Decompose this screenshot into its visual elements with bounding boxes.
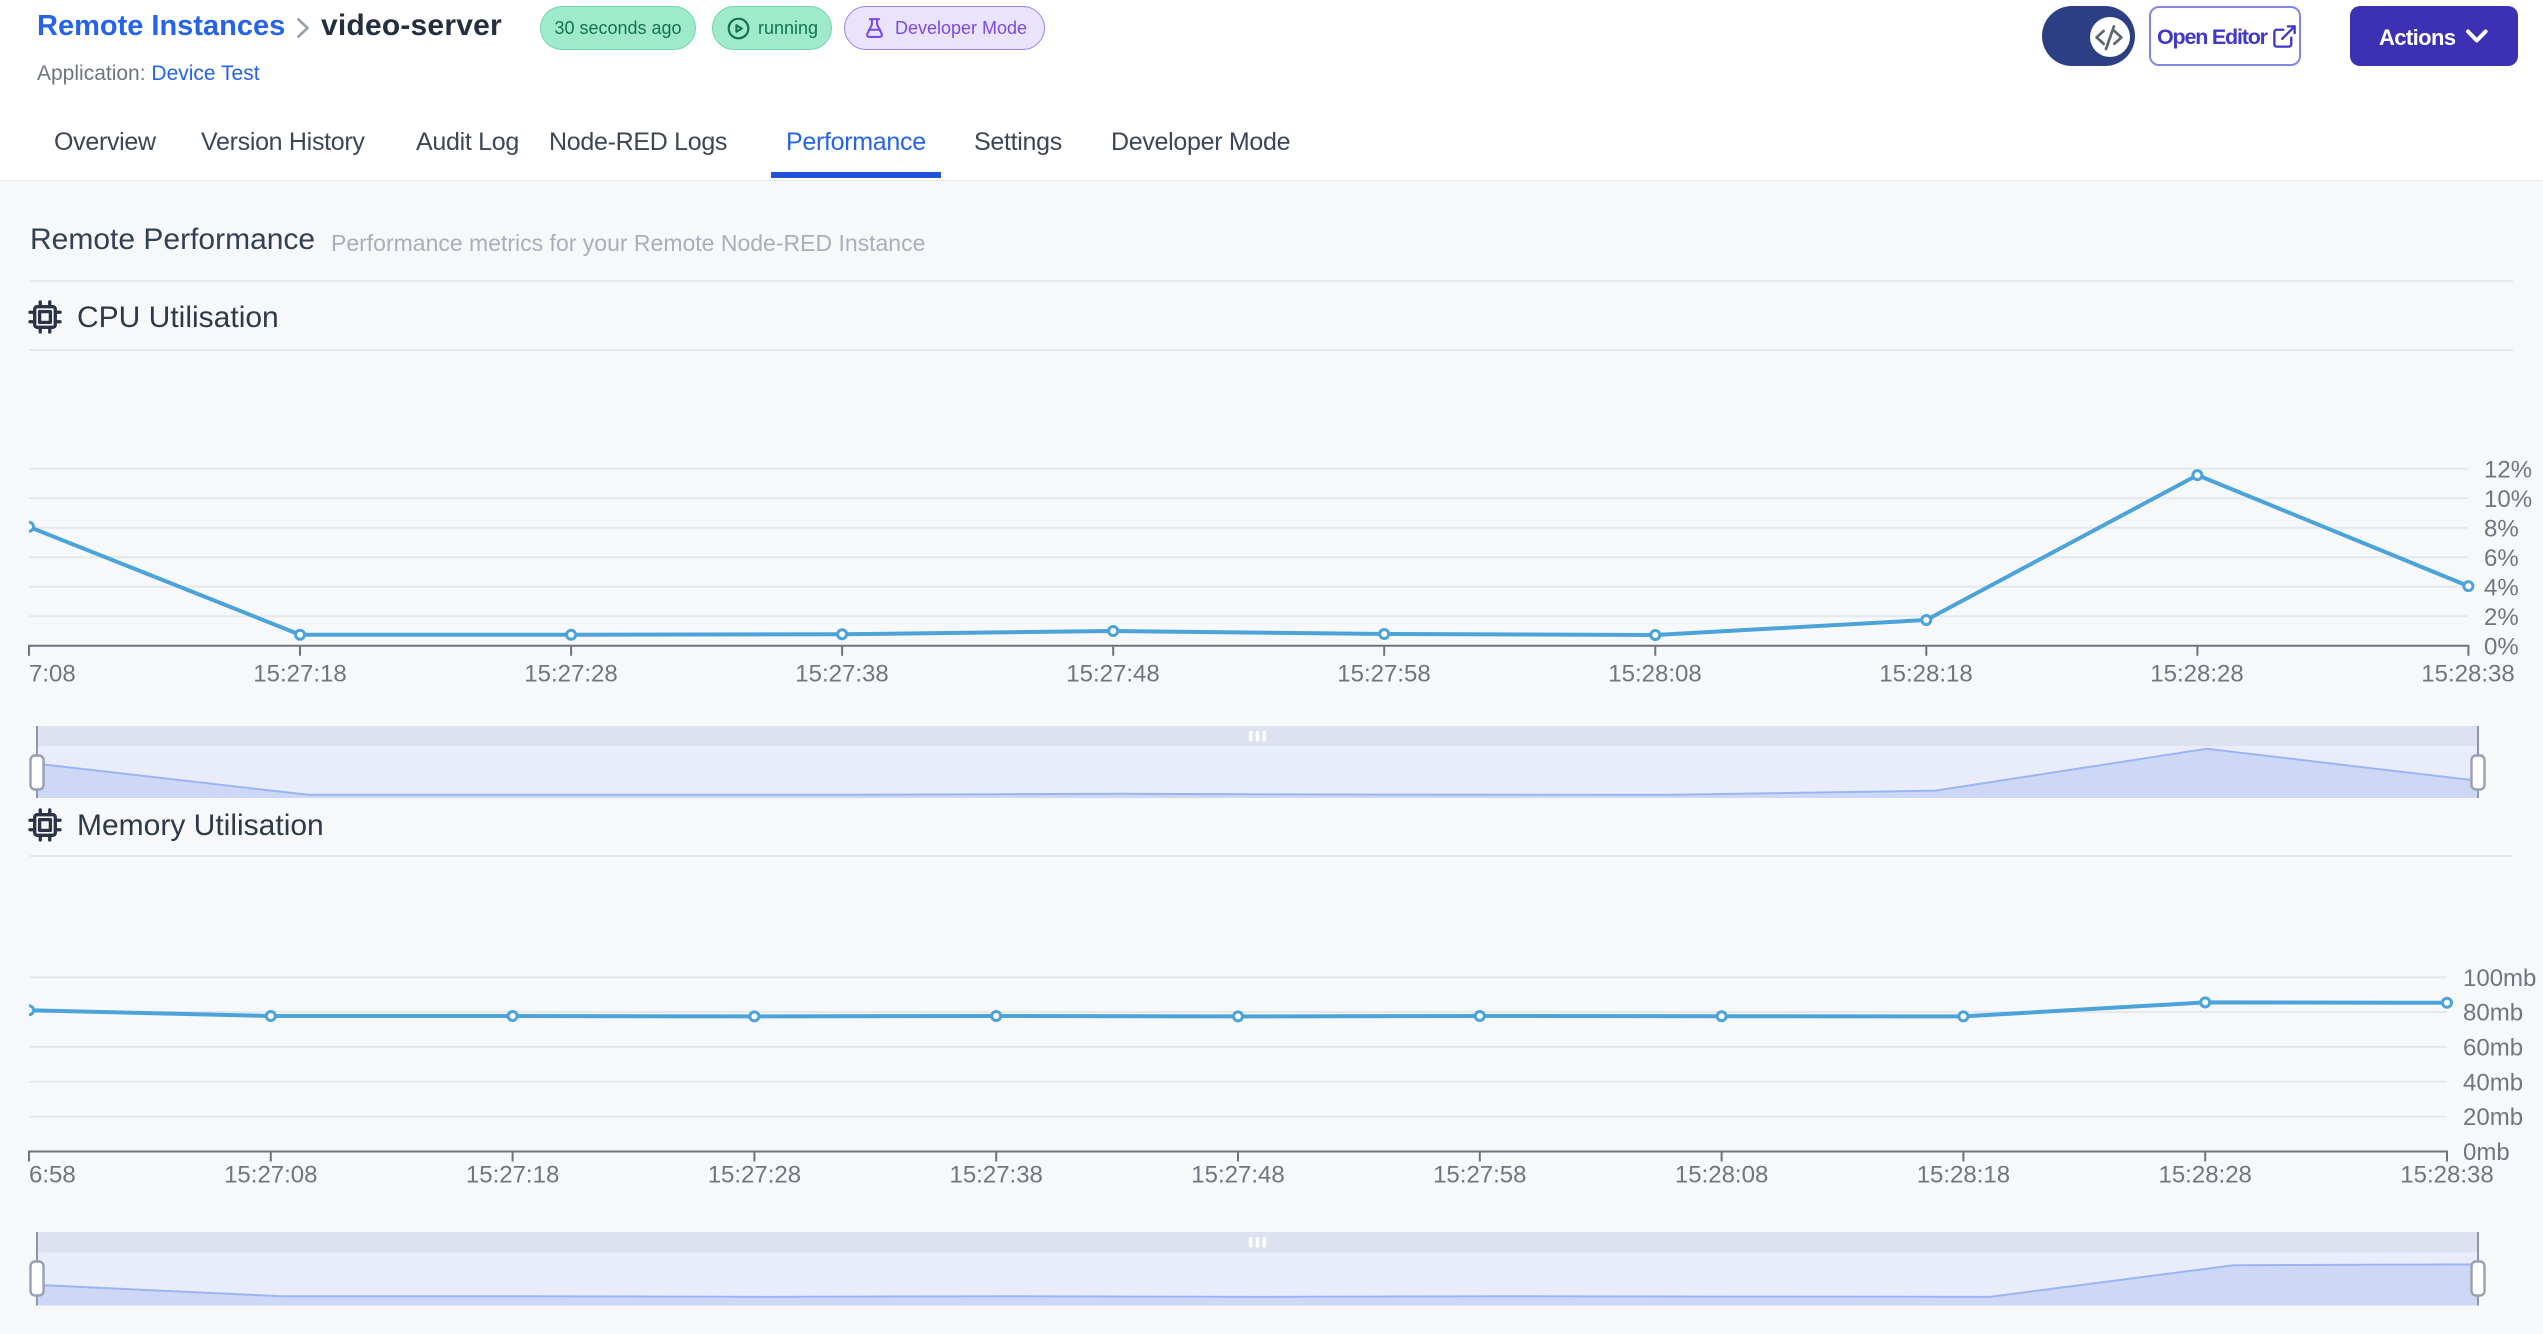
svg-text:15:27:48: 15:27:48 [1066,661,1159,688]
svg-text:15:28:18: 15:28:18 [1917,1162,2010,1189]
svg-text:6:58: 6:58 [29,1162,76,1189]
svg-text:15:27:18: 15:27:18 [466,1162,559,1189]
svg-text:15:27:58: 15:27:58 [1337,661,1430,688]
svg-text:15:27:28: 15:27:28 [708,1162,801,1189]
svg-text:15:28:38: 15:28:38 [2421,661,2514,688]
svg-text:15:28:08: 15:28:08 [1675,1162,1768,1189]
svg-text:60mb: 60mb [2463,1035,2523,1062]
svg-text:10%: 10% [2484,486,2532,513]
svg-text:15:27:38: 15:27:38 [795,661,888,688]
svg-text:15:27:38: 15:27:38 [949,1162,1042,1189]
svg-text:15:27:28: 15:27:28 [524,661,617,688]
svg-text:4%: 4% [2484,574,2519,601]
svg-text:15:27:18: 15:27:18 [253,661,346,688]
svg-text:100mb: 100mb [2463,965,2536,992]
svg-text:15:27:58: 15:27:58 [1433,1162,1526,1189]
svg-text:40mb: 40mb [2463,1069,2523,1096]
svg-text:15:27:08: 15:27:08 [224,1162,317,1189]
svg-text:15:27:48: 15:27:48 [1191,1162,1284,1189]
svg-text:0mb: 0mb [2463,1139,2510,1166]
svg-text:80mb: 80mb [2463,1000,2523,1027]
svg-text:20mb: 20mb [2463,1104,2523,1131]
svg-text:7:08: 7:08 [29,661,76,688]
svg-text:15:28:28: 15:28:28 [2150,661,2243,688]
svg-text:15:28:38: 15:28:38 [2400,1162,2493,1189]
svg-text:8%: 8% [2484,515,2519,542]
svg-text:12%: 12% [2484,456,2532,483]
svg-text:15:28:18: 15:28:18 [1879,661,1972,688]
svg-text:2%: 2% [2484,604,2519,631]
svg-text:15:28:08: 15:28:08 [1608,661,1701,688]
svg-text:6%: 6% [2484,545,2519,572]
svg-text:15:28:28: 15:28:28 [2158,1162,2251,1189]
svg-text:0%: 0% [2484,633,2519,660]
